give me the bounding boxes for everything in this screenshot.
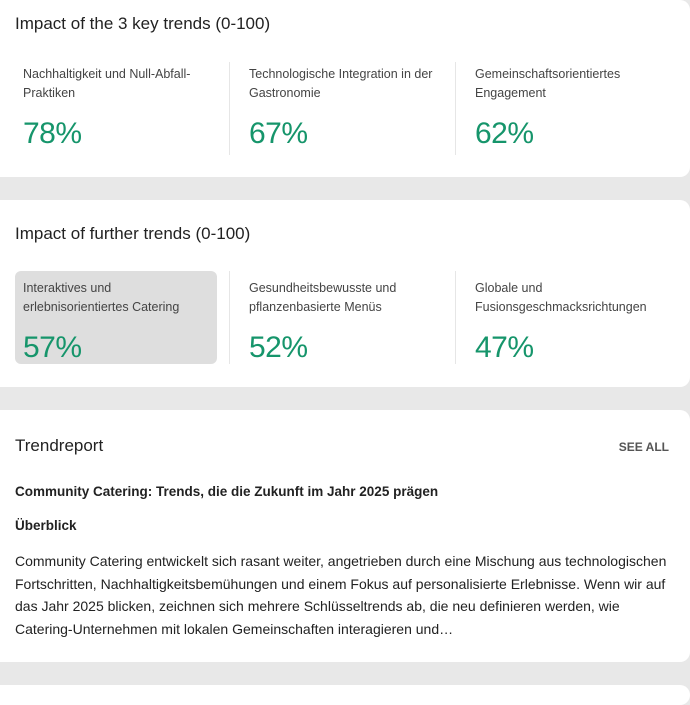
- trend-value: 52%: [249, 331, 308, 364]
- trend-value: 78%: [23, 117, 82, 150]
- key-trend-stat[interactable]: Nachhaltigkeit und Null-Abfall-Praktiken…: [15, 57, 217, 150]
- report-excerpt: Community Catering entwickelt sich rasan…: [15, 553, 667, 637]
- divider: [229, 271, 230, 364]
- trend-label: Gemeinschaftsorientiertes Engagement: [475, 67, 621, 100]
- divider: [229, 62, 230, 155]
- further-trend-stat[interactable]: Globale und Fusionsgeschmacksrichtungen …: [467, 271, 669, 364]
- divider: [455, 62, 456, 155]
- trend-label: Gesundheitsbewusste und pflanzenbasierte…: [249, 281, 397, 314]
- divider: [455, 271, 456, 364]
- see-all-link[interactable]: SEE ALL: [618, 440, 669, 454]
- key-trends-title: Impact of the 3 key trends (0-100): [15, 14, 271, 33]
- further-trends-title: Impact of further trends (0-100): [15, 224, 251, 243]
- trend-value: 67%: [249, 117, 308, 150]
- trendreport-card: Trendreport SEE ALL Community Catering: …: [0, 410, 690, 662]
- trend-label: Globale und Fusionsgeschmacksrichtungen: [475, 281, 647, 314]
- key-trend-stat[interactable]: Technologische Integration in der Gastro…: [241, 57, 443, 150]
- report-headline[interactable]: Community Catering: Trends, die die Zuku…: [15, 484, 439, 499]
- trend-value: 47%: [475, 331, 534, 364]
- report-subheading: Überblick: [15, 518, 77, 533]
- trend-value: 62%: [475, 117, 534, 150]
- trend-value: 57%: [23, 331, 82, 364]
- trend-label: Technologische Integration in der Gastro…: [249, 67, 433, 100]
- next-card: [0, 685, 690, 705]
- key-trend-stat[interactable]: Gemeinschaftsorientiertes Engagement 62%: [467, 57, 669, 150]
- further-trend-stat-selected[interactable]: Interaktives und erlebnisorientiertes Ca…: [15, 271, 217, 364]
- key-trends-card: Impact of the 3 key trends (0-100) Nachh…: [0, 0, 690, 177]
- further-trends-card: Impact of further trends (0-100) Interak…: [0, 200, 690, 387]
- trend-label: Interaktives und erlebnisorientiertes Ca…: [23, 281, 180, 314]
- trendreport-title: Trendreport: [15, 436, 104, 455]
- further-trend-stat[interactable]: Gesundheitsbewusste und pflanzenbasierte…: [241, 271, 443, 364]
- trend-label: Nachhaltigkeit und Null-Abfall-Praktiken: [23, 67, 191, 100]
